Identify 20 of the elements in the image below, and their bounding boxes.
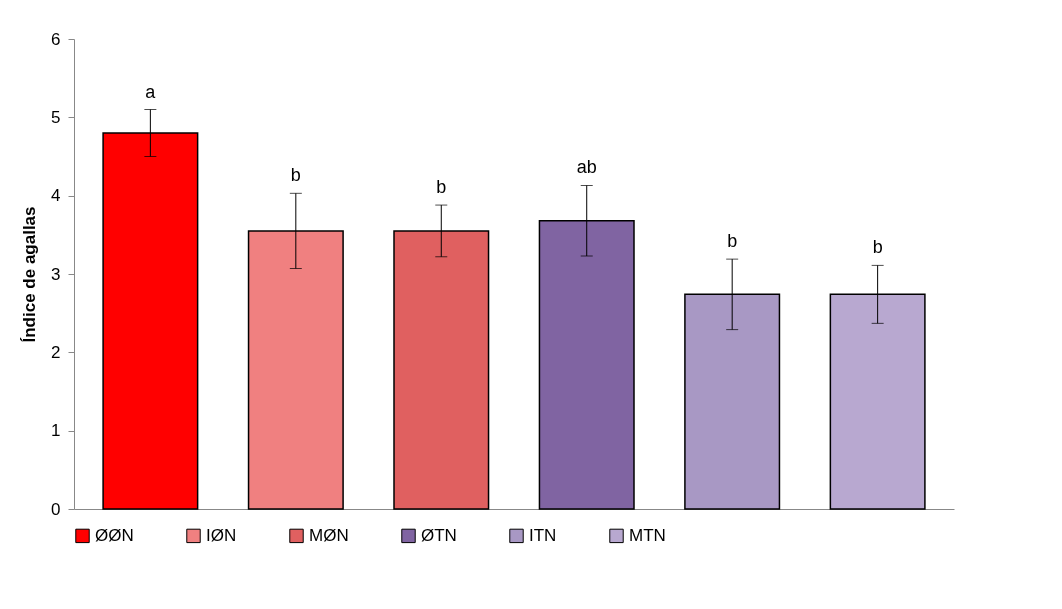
y-axis-title: Índice de agallas bbox=[20, 206, 40, 343]
legend-label: MØN bbox=[309, 525, 349, 545]
annotation: a bbox=[145, 81, 157, 102]
annotation: ab bbox=[576, 157, 597, 178]
y-tick-label: 4 bbox=[51, 186, 61, 206]
y-tick-label: 1 bbox=[51, 421, 61, 441]
legend-label: ØTN bbox=[421, 525, 457, 545]
y-tick-label: 0 bbox=[51, 499, 61, 519]
y-tick-label: 3 bbox=[51, 264, 61, 284]
y-tick-label: 5 bbox=[51, 107, 61, 127]
y-tick-label: 6 bbox=[51, 29, 61, 49]
annotation: b bbox=[436, 177, 447, 198]
legend-label: MTN bbox=[629, 525, 666, 545]
annotation: b bbox=[727, 231, 738, 252]
annotation: b bbox=[872, 237, 883, 258]
legend-label: ITN bbox=[529, 525, 557, 545]
y-tick-label: 2 bbox=[51, 342, 61, 362]
legend-label: ØØN bbox=[95, 525, 134, 545]
legend-label: IØN bbox=[206, 525, 237, 545]
annotation: b bbox=[290, 165, 301, 186]
